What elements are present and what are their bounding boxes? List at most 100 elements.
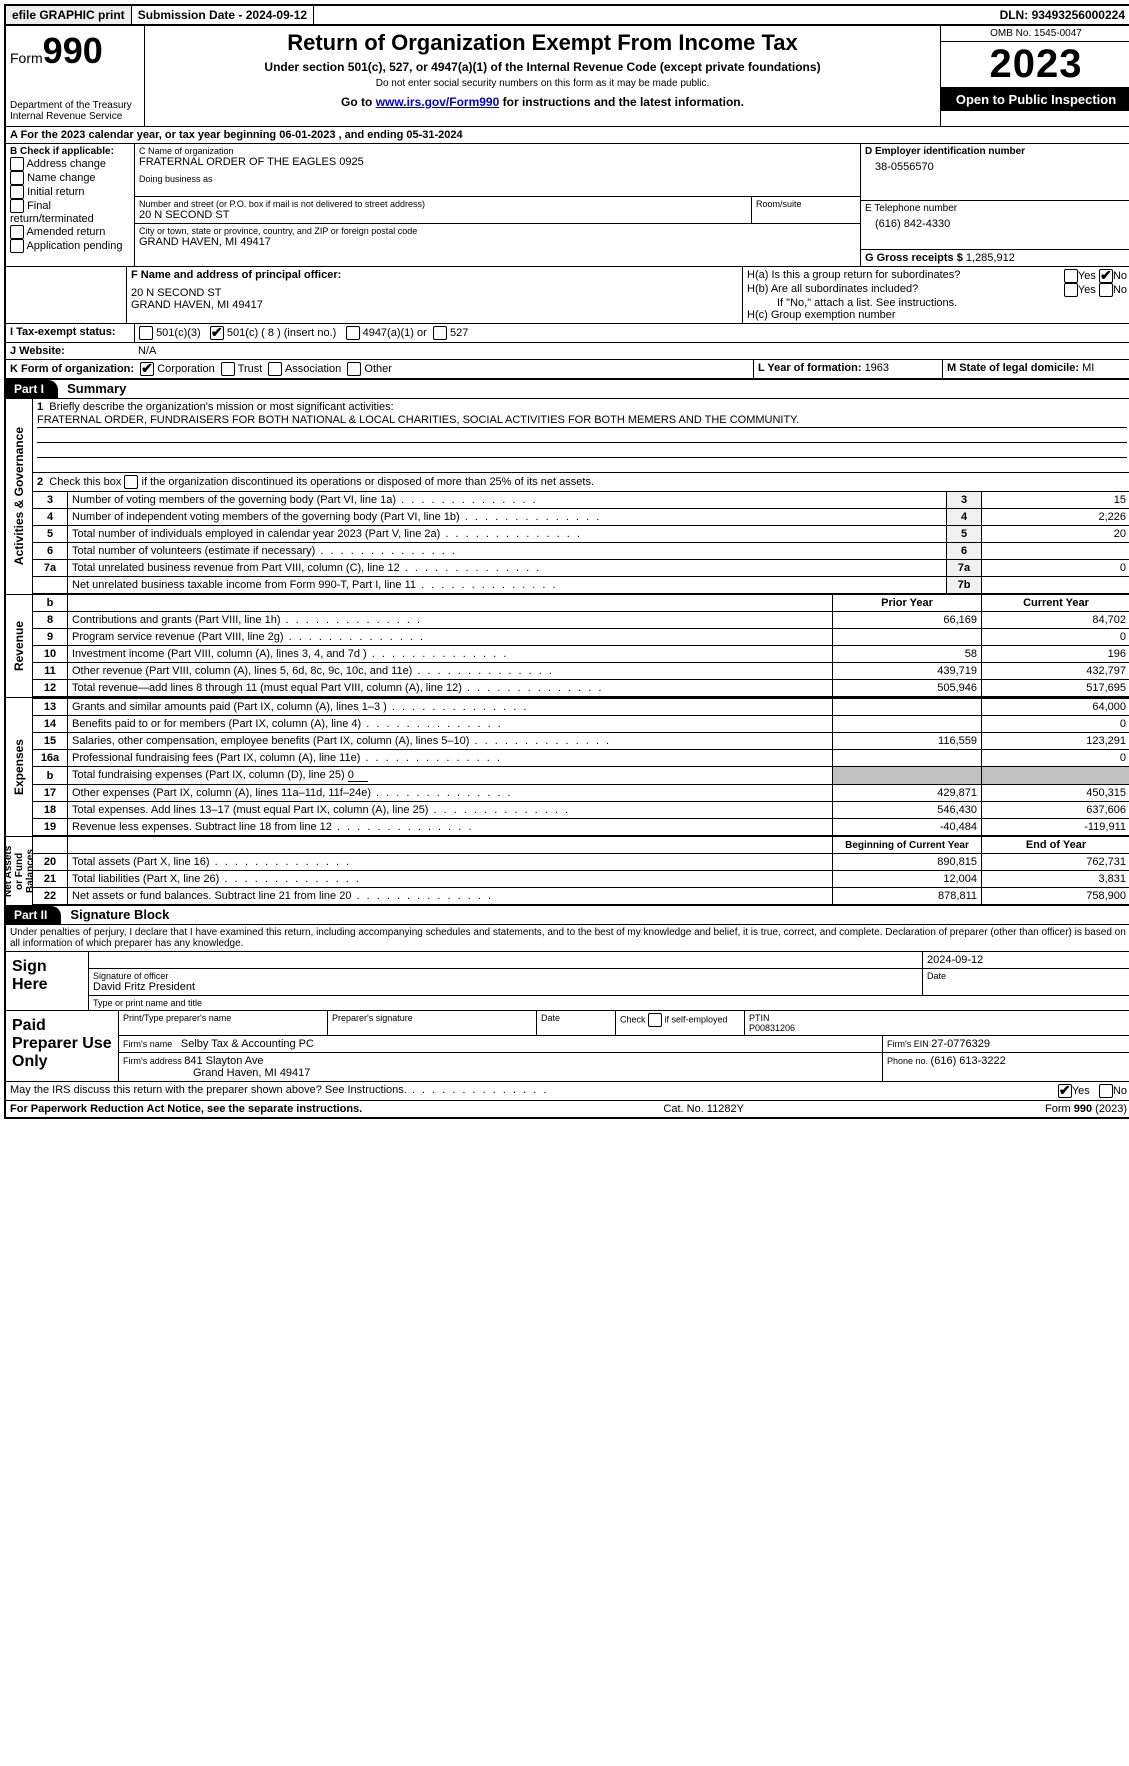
ptin-value: P00831206 xyxy=(749,1023,1127,1033)
box-b-label: B Check if applicable: xyxy=(10,146,130,157)
governance-table: 3 Number of voting members of the govern… xyxy=(33,491,1129,594)
net-row: 21 Total liabilities (Part X, line 26) 1… xyxy=(33,871,1129,888)
chk-final-return[interactable]: Final return/terminated xyxy=(10,199,130,225)
chk-527[interactable] xyxy=(433,326,447,340)
org-form-row: K Form of organization: Corporation Trus… xyxy=(6,360,1129,379)
ssn-warning: Do not enter social security numbers on … xyxy=(153,78,932,89)
org-address: 20 N SECOND ST xyxy=(139,209,747,221)
exp-row: 19 Revenue less expenses. Subtract line … xyxy=(33,819,1129,836)
discuss-yes[interactable] xyxy=(1058,1084,1072,1098)
sig-officer-label: Signature of officer xyxy=(93,971,918,981)
gov-row: Net unrelated business taxable income fr… xyxy=(33,577,1129,594)
discuss-row: May the IRS discuss this return with the… xyxy=(6,1082,1129,1100)
exp-row: 14 Benefits paid to or for members (Part… xyxy=(33,716,1129,733)
section-a: A For the 2023 calendar year, or tax yea… xyxy=(6,127,1129,144)
h-b-note: If "No," attach a list. See instructions… xyxy=(747,297,1127,309)
discuss-no[interactable] xyxy=(1099,1084,1113,1098)
chk-corporation[interactable] xyxy=(140,362,154,376)
gov-row: 6 Total number of volunteers (estimate i… xyxy=(33,543,1129,560)
chk-other[interactable] xyxy=(347,362,361,376)
part1-body: Activities & Governance 1 Briefly descri… xyxy=(6,399,1129,594)
prep-date-label: Date xyxy=(537,1011,616,1035)
year-formation: L Year of formation: 1963 xyxy=(754,360,943,378)
org-city: GRAND HAVEN, MI 49417 xyxy=(139,236,856,248)
firm-addr1: 841 Slayton Ave xyxy=(184,1055,263,1067)
officer-addr2: GRAND HAVEN, MI 49417 xyxy=(131,299,738,311)
side-expenses: Expenses xyxy=(10,735,28,799)
net-row: 22 Net assets or fund balances. Subtract… xyxy=(33,888,1129,905)
type-name-label: Type or print name and title xyxy=(89,996,1129,1010)
tax-year: 2023 xyxy=(941,42,1129,88)
paid-preparer-label: Paid Preparer Use Only xyxy=(6,1011,119,1081)
rev-row: 9 Program service revenue (Part VIII, li… xyxy=(33,629,1129,646)
officer-block: F Name and address of principal officer:… xyxy=(6,267,1129,324)
prep-name-label: Print/Type preparer's name xyxy=(119,1011,328,1035)
part2-header: Part II Signature Block xyxy=(6,906,1129,925)
chk-amended-return[interactable]: Amended return xyxy=(10,225,130,239)
self-employed: Check if self-employed xyxy=(616,1011,745,1035)
ha-yes[interactable] xyxy=(1064,269,1078,283)
website-value: N/A xyxy=(134,343,160,359)
mission-text: FRATERNAL ORDER, FUNDRAISERS FOR BOTH NA… xyxy=(37,413,1127,428)
side-governance: Activities & Governance xyxy=(10,423,28,569)
firm-phone: (616) 613-3222 xyxy=(931,1055,1006,1067)
room-label: Room/suite xyxy=(756,199,856,209)
chk-association[interactable] xyxy=(268,362,282,376)
q1: Briefly describe the organization's miss… xyxy=(49,401,393,413)
revenue-table: b Prior Year Current Year 8 Contribution… xyxy=(33,595,1129,697)
ein-label: D Employer identification number xyxy=(865,146,1127,157)
form-container: efile GRAPHIC print Submission Date - 20… xyxy=(4,4,1129,1119)
expenses-table: 13 Grants and similar amounts paid (Part… xyxy=(33,698,1129,836)
chk-initial-return[interactable]: Initial return xyxy=(10,185,130,199)
omb-number: OMB No. 1545-0047 xyxy=(941,26,1129,42)
submission-date: Submission Date - 2024-09-12 xyxy=(132,6,314,24)
officer-addr1: 20 N SECOND ST xyxy=(131,287,738,299)
part1-header: Part I Summary xyxy=(6,379,1129,399)
h-c: H(c) Group exemption number xyxy=(747,309,1127,321)
rev-row: 11 Other revenue (Part VIII, column (A),… xyxy=(33,663,1129,680)
rev-row: 12 Total revenue—add lines 8 through 11 … xyxy=(33,680,1129,697)
top-bar: efile GRAPHIC print Submission Date - 20… xyxy=(6,6,1129,26)
h-a: H(a) Is this a group return for subordin… xyxy=(747,269,1127,283)
phone-label: E Telephone number xyxy=(865,203,1127,214)
chk-discontinued[interactable] xyxy=(124,475,138,489)
form-header: Form990 Department of the Treasury Inter… xyxy=(6,26,1129,127)
form990-link[interactable]: www.irs.gov/Form990 xyxy=(376,95,500,109)
entity-block: B Check if applicable: Address change Na… xyxy=(6,144,1129,267)
officer-name: David Fritz President xyxy=(93,981,918,993)
chk-501c[interactable] xyxy=(210,326,224,340)
exp-row: 13 Grants and similar amounts paid (Part… xyxy=(33,699,1129,716)
chk-4947[interactable] xyxy=(346,326,360,340)
rev-row: 8 Contributions and grants (Part VIII, l… xyxy=(33,612,1129,629)
gov-row: 5 Total number of individuals employed i… xyxy=(33,526,1129,543)
chk-trust[interactable] xyxy=(221,362,235,376)
form-ref: Form 990 (2023) xyxy=(1045,1103,1127,1115)
org-name-label: C Name of organization xyxy=(139,146,856,156)
hb-yes[interactable] xyxy=(1064,283,1078,297)
city-label: City or town, state or province, country… xyxy=(139,226,856,236)
chk-address-change[interactable]: Address change xyxy=(10,157,130,171)
dln: DLN: 93493256000224 xyxy=(994,6,1129,24)
efile-button[interactable]: efile GRAPHIC print xyxy=(6,6,132,24)
netassets-table: Beginning of Current Year End of Year 20… xyxy=(33,837,1129,905)
hb-no[interactable] xyxy=(1099,283,1113,297)
goto-line: Go to www.irs.gov/Form990 for instructio… xyxy=(153,95,932,109)
sign-here-label: Sign Here xyxy=(6,952,89,1010)
dept-irs: Internal Revenue Service xyxy=(10,111,140,122)
dept-treasury: Department of the Treasury xyxy=(10,100,140,111)
tax-status-row: I Tax-exempt status: 501(c)(3) 501(c) ( … xyxy=(6,324,1129,343)
chk-501c3[interactable] xyxy=(139,326,153,340)
chk-self-employed[interactable] xyxy=(648,1013,662,1027)
perjury-declaration: Under penalties of perjury, I declare th… xyxy=(6,925,1129,952)
h-b: H(b) Are all subordinates included? Yes … xyxy=(747,283,1127,297)
gov-row: 4 Number of independent voting members o… xyxy=(33,509,1129,526)
chk-application-pending[interactable]: Application pending xyxy=(10,239,130,253)
org-name: FRATERNAL ORDER OF THE EAGLES 0925 xyxy=(139,156,856,168)
chk-name-change[interactable]: Name change xyxy=(10,171,130,185)
open-inspection: Open to Public Inspection xyxy=(941,88,1129,111)
ha-no[interactable] xyxy=(1099,269,1113,283)
phone-value: (616) 842-4330 xyxy=(865,214,1127,230)
side-netassets: Net Assets or Fund Balances xyxy=(1,837,38,905)
exp-row: 16a Professional fundraising fees (Part … xyxy=(33,750,1129,767)
ptin-label: PTIN xyxy=(749,1013,1127,1023)
